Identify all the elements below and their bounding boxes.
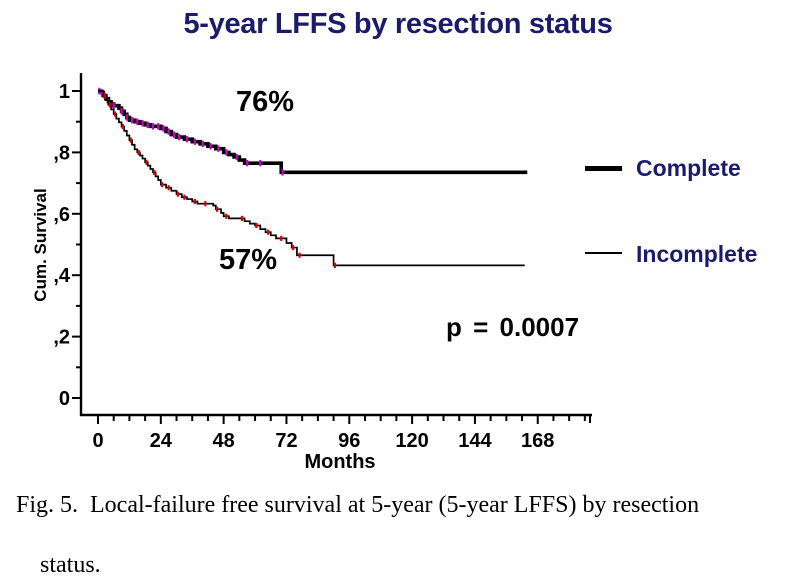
- svg-text:72: 72: [275, 430, 297, 452]
- censor-marks-complete: [98, 87, 284, 176]
- axes: [79, 73, 592, 417]
- svg-text:,2: ,2: [53, 327, 70, 349]
- svg-text:168: 168: [521, 430, 554, 452]
- svg-text:48: 48: [213, 430, 235, 452]
- svg-text:0: 0: [59, 388, 70, 410]
- x-axis-ticks: [97, 415, 591, 424]
- censor-marks-incomplete: [103, 93, 336, 268]
- chart-title: 5-year LFFS by resection status: [183, 8, 613, 40]
- x-tick-labels: 0 24 48 72 96 120 144 168: [92, 430, 554, 452]
- svg-text:144: 144: [458, 430, 492, 452]
- curve-complete: [98, 89, 528, 175]
- svg-text:24: 24: [150, 430, 173, 452]
- svg-text:,4: ,4: [53, 265, 71, 287]
- caption-line-2: status.: [40, 552, 101, 578]
- annotation-complete-5yr: 76%: [236, 86, 295, 118]
- svg-text:1: 1: [59, 81, 70, 103]
- svg-text:120: 120: [395, 430, 428, 452]
- svg-text:0: 0: [92, 430, 103, 452]
- annotation-p-value: p = 0.0007: [446, 312, 580, 342]
- caption-line-1: Fig. 5. Local-failure free survival at 5…: [16, 492, 700, 518]
- figure-caption: Fig. 5. Local-failure free survival at 5…: [16, 490, 788, 578]
- svg-text:,8: ,8: [53, 142, 70, 164]
- annotation-incomplete-5yr: 57%: [219, 244, 278, 276]
- svg-text:,6: ,6: [53, 204, 70, 226]
- y-axis-ticks: [72, 90, 81, 399]
- svg-text:96: 96: [338, 430, 360, 452]
- legend-label-incomplete: Incomplete: [636, 241, 758, 267]
- y-tick-labels: 0 ,2 ,4 ,6 ,8 1: [53, 81, 71, 410]
- legend-swatch-incomplete-line: [585, 252, 622, 254]
- y-axis-label: Cum. Survival: [31, 188, 50, 301]
- legend-swatch-complete-line: [585, 166, 622, 171]
- legend-label-complete: Complete: [636, 155, 741, 181]
- x-axis-label: Months: [304, 451, 375, 473]
- curve-incomplete: [98, 90, 525, 267]
